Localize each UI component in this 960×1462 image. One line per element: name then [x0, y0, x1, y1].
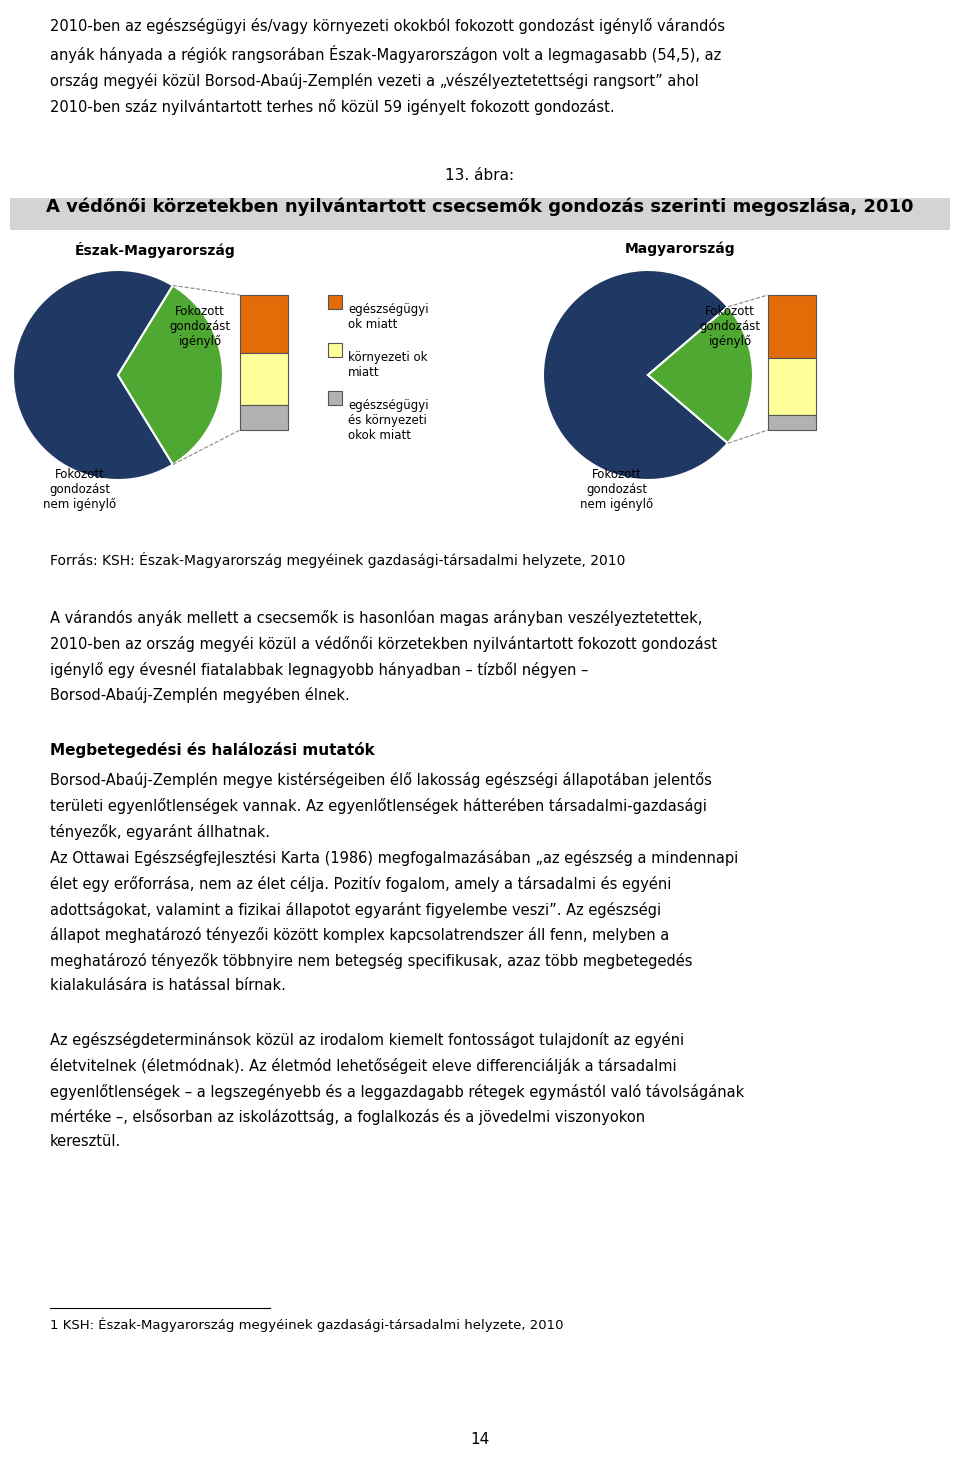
Text: Fokozott
gondozást
nem igénylő: Fokozott gondozást nem igénylő [581, 468, 654, 512]
Bar [10, 197, 950, 230]
Text: Magyarország: Magyarország [625, 243, 735, 256]
Text: 13. ábra:: 13. ábra: [445, 168, 515, 183]
Text: Borsod-Abaúj-Zemplén megye kistérségeiben élő lakosság egészségi állapotában jel: Borsod-Abaúj-Zemplén megye kistérségeibe… [50, 772, 712, 839]
Bar [240, 354, 288, 405]
Text: Észak-Magyarország: Észak-Magyarország [75, 243, 235, 257]
Text: Az Ottawai Egészségfejlesztési Karta (1986) megfogalmazásában „az egészség a min: Az Ottawai Egészségfejlesztési Karta (19… [50, 849, 738, 993]
Bar [328, 344, 342, 357]
Text: A védőnői körzetekben nyilvántartott csecsemők gondozás szerinti megoszlása, 201: A védőnői körzetekben nyilvántartott cse… [46, 197, 914, 216]
Wedge shape [648, 307, 753, 443]
Text: 1 KSH: Észak-Magyarország megyéinek gazdasági-társadalmi helyzete, 2010: 1 KSH: Észak-Magyarország megyéinek gazd… [50, 1319, 564, 1332]
Wedge shape [118, 285, 223, 465]
Text: Megbetegedési és halálozási mutatók: Megbetegedési és halálozási mutatók [50, 743, 374, 757]
Text: Forrás: KSH: Észak-Magyarország megyéinek gazdasági-társadalmi helyzete, 2010: Forrás: KSH: Észak-Magyarország megyéine… [50, 553, 625, 569]
Bar [240, 405, 288, 430]
Text: egészségügyi
ok miatt: egészségügyi ok miatt [348, 303, 428, 330]
Text: környezeti ok
miatt: környezeti ok miatt [348, 351, 427, 379]
Text: Fokozott
gondozást
nem igénylő: Fokozott gondozást nem igénylő [43, 468, 116, 512]
Bar [768, 295, 816, 358]
Text: egészségügyi
és környezeti
okok miatt: egészségügyi és környezeti okok miatt [348, 399, 428, 442]
Text: Az egészségdeterminánsok közül az irodalom kiemelt fontosságot tulajdonít az egy: Az egészségdeterminánsok közül az irodal… [50, 1032, 744, 1149]
Text: A várandós anyák mellett a csecsemők is hasonlóan magas arányban veszélyeztetett: A várandós anyák mellett a csecsemők is … [50, 610, 717, 703]
Text: 14: 14 [470, 1431, 490, 1447]
Bar [328, 390, 342, 405]
Bar [240, 295, 288, 354]
Wedge shape [13, 270, 173, 480]
Text: Fokozott
gondozást
igénylő: Fokozott gondozást igénylő [169, 306, 230, 348]
Text: Fokozott
gondozást
igénylő: Fokozott gondozást igénylő [700, 306, 760, 348]
Bar [768, 358, 816, 415]
Bar [768, 415, 816, 430]
Wedge shape [543, 270, 728, 480]
Bar [328, 295, 342, 308]
Text: 2010-ben az egészségügyi és/vagy környezeti okokból fokozott gondozást igénylő v: 2010-ben az egészségügyi és/vagy környez… [50, 18, 725, 114]
